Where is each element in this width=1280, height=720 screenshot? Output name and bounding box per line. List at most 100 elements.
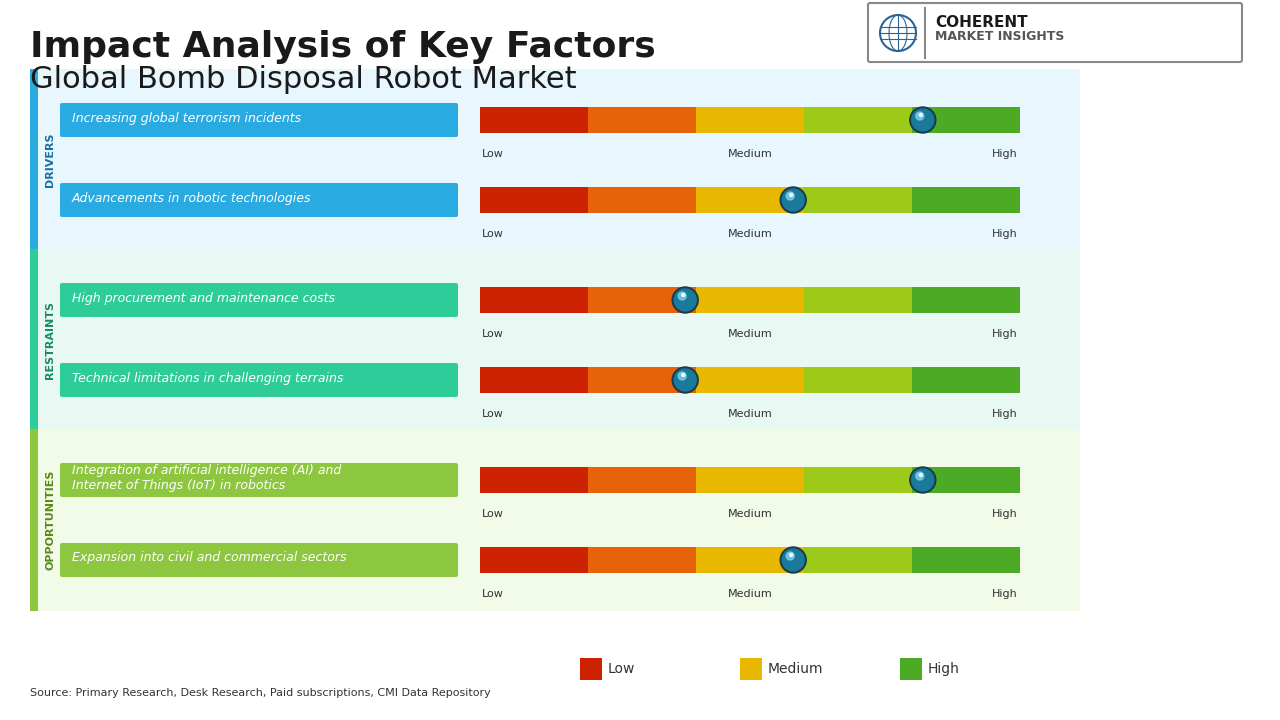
FancyBboxPatch shape	[804, 467, 911, 493]
Text: High: High	[992, 149, 1018, 159]
Circle shape	[911, 109, 934, 131]
Text: Global Bomb Disposal Robot Market: Global Bomb Disposal Robot Market	[29, 65, 576, 94]
Circle shape	[790, 194, 792, 197]
FancyBboxPatch shape	[740, 658, 762, 680]
FancyBboxPatch shape	[60, 103, 458, 137]
FancyBboxPatch shape	[804, 547, 911, 573]
FancyBboxPatch shape	[60, 363, 458, 397]
Text: High: High	[992, 229, 1018, 239]
FancyBboxPatch shape	[900, 658, 922, 680]
FancyBboxPatch shape	[60, 463, 458, 497]
Circle shape	[675, 369, 696, 391]
FancyBboxPatch shape	[580, 658, 602, 680]
Text: Low: Low	[483, 329, 504, 339]
FancyBboxPatch shape	[480, 367, 588, 393]
Text: High: High	[992, 509, 1018, 519]
Circle shape	[781, 187, 806, 213]
FancyBboxPatch shape	[696, 367, 804, 393]
Text: Medium: Medium	[727, 589, 772, 599]
FancyBboxPatch shape	[911, 107, 1020, 133]
FancyBboxPatch shape	[804, 107, 911, 133]
Text: High: High	[992, 329, 1018, 339]
Circle shape	[682, 374, 685, 377]
FancyBboxPatch shape	[588, 467, 696, 493]
Text: Medium: Medium	[727, 229, 772, 239]
Circle shape	[910, 467, 936, 493]
Circle shape	[786, 192, 794, 200]
FancyBboxPatch shape	[911, 187, 1020, 213]
Text: Low: Low	[483, 589, 504, 599]
FancyBboxPatch shape	[696, 467, 804, 493]
Text: High: High	[992, 589, 1018, 599]
FancyBboxPatch shape	[911, 547, 1020, 573]
FancyBboxPatch shape	[588, 287, 696, 313]
Text: MARKET INSIGHTS: MARKET INSIGHTS	[934, 30, 1065, 43]
FancyBboxPatch shape	[60, 283, 458, 317]
Text: Low: Low	[483, 229, 504, 239]
Text: Medium: Medium	[727, 509, 772, 519]
FancyBboxPatch shape	[29, 69, 38, 251]
FancyBboxPatch shape	[804, 287, 911, 313]
Text: Advancements in robotic technologies: Advancements in robotic technologies	[72, 192, 311, 204]
FancyBboxPatch shape	[911, 467, 1020, 493]
Circle shape	[915, 472, 924, 480]
Circle shape	[910, 107, 936, 133]
FancyBboxPatch shape	[911, 287, 1020, 313]
FancyBboxPatch shape	[868, 3, 1242, 62]
Circle shape	[915, 112, 924, 120]
Text: Increasing global terrorism incidents: Increasing global terrorism incidents	[72, 112, 301, 125]
Circle shape	[790, 554, 792, 557]
Text: OPPORTUNITIES: OPPORTUNITIES	[45, 470, 55, 570]
FancyBboxPatch shape	[480, 467, 588, 493]
Circle shape	[782, 549, 804, 571]
Circle shape	[678, 292, 686, 300]
FancyBboxPatch shape	[588, 547, 696, 573]
Text: Technical limitations in challenging terrains: Technical limitations in challenging ter…	[72, 372, 343, 384]
FancyBboxPatch shape	[804, 187, 911, 213]
Circle shape	[786, 552, 794, 560]
Text: Low: Low	[608, 662, 635, 676]
FancyBboxPatch shape	[480, 107, 588, 133]
Circle shape	[781, 547, 806, 573]
FancyBboxPatch shape	[480, 547, 588, 573]
Text: High: High	[928, 662, 960, 676]
FancyBboxPatch shape	[29, 429, 38, 611]
Text: Integration of artificial intelligence (AI) and
Internet of Things (IoT) in robo: Integration of artificial intelligence (…	[72, 464, 342, 492]
FancyBboxPatch shape	[29, 69, 1080, 251]
Text: Impact Analysis of Key Factors: Impact Analysis of Key Factors	[29, 30, 655, 64]
FancyBboxPatch shape	[480, 287, 588, 313]
Text: Medium: Medium	[727, 149, 772, 159]
Circle shape	[782, 189, 804, 211]
Text: Source: Primary Research, Desk Research, Paid subscriptions, CMI Data Repository: Source: Primary Research, Desk Research,…	[29, 688, 490, 698]
FancyBboxPatch shape	[29, 249, 1080, 431]
Text: DRIVERS: DRIVERS	[45, 132, 55, 187]
FancyBboxPatch shape	[588, 187, 696, 213]
Circle shape	[919, 474, 923, 477]
Circle shape	[911, 469, 934, 491]
Text: Medium: Medium	[727, 329, 772, 339]
FancyBboxPatch shape	[696, 187, 804, 213]
FancyBboxPatch shape	[29, 429, 1080, 611]
Text: COHERENT: COHERENT	[934, 15, 1028, 30]
FancyBboxPatch shape	[480, 187, 588, 213]
Text: Medium: Medium	[727, 409, 772, 419]
FancyBboxPatch shape	[588, 107, 696, 133]
FancyBboxPatch shape	[804, 367, 911, 393]
Circle shape	[682, 294, 685, 297]
Text: Low: Low	[483, 409, 504, 419]
Text: Low: Low	[483, 149, 504, 159]
Circle shape	[672, 287, 698, 313]
Circle shape	[919, 114, 923, 117]
Text: Low: Low	[483, 509, 504, 519]
FancyBboxPatch shape	[696, 547, 804, 573]
FancyBboxPatch shape	[60, 543, 458, 577]
Text: High: High	[992, 409, 1018, 419]
FancyBboxPatch shape	[696, 287, 804, 313]
FancyBboxPatch shape	[29, 249, 38, 431]
Text: RESTRAINTS: RESTRAINTS	[45, 301, 55, 379]
Text: Medium: Medium	[768, 662, 823, 676]
Circle shape	[675, 289, 696, 311]
Circle shape	[672, 367, 698, 393]
FancyBboxPatch shape	[588, 367, 696, 393]
Circle shape	[678, 372, 686, 380]
